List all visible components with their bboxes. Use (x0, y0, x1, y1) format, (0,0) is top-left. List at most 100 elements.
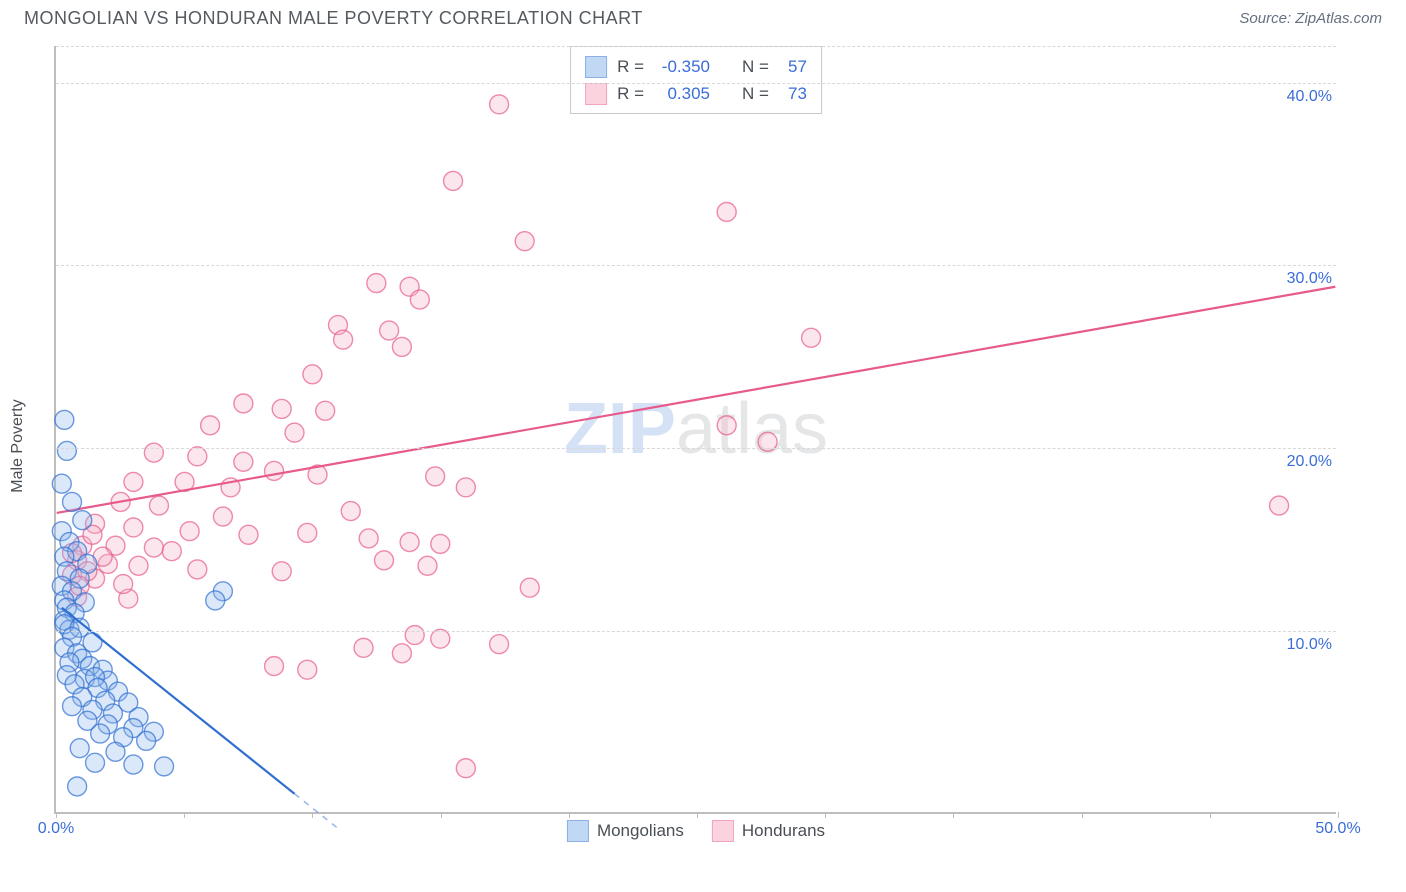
n-label: N = (742, 80, 769, 107)
scatter-point (63, 492, 82, 511)
scatter-point (239, 525, 258, 544)
scatter-point (265, 461, 284, 480)
scatter-point (180, 522, 199, 541)
scatter-point (456, 478, 475, 497)
scatter-point (367, 274, 386, 293)
scatter-point (149, 496, 168, 515)
scatter-point (206, 591, 225, 610)
scatter-point (431, 534, 450, 553)
series-legend-item: Hondurans (712, 820, 825, 842)
scatter-point (456, 759, 475, 778)
scatter-point (63, 697, 82, 716)
scatter-point (717, 416, 736, 435)
r-value: 0.305 (654, 80, 710, 107)
scatter-point (57, 441, 76, 460)
legend-swatch (585, 56, 607, 78)
scatter-point (380, 321, 399, 340)
legend-swatch (712, 820, 734, 842)
series-legend-item: Mongolians (567, 820, 684, 842)
scatter-point (86, 753, 105, 772)
scatter-point (68, 777, 87, 796)
correlation-legend: R =-0.350N =57R =0.305N =73 (570, 46, 822, 114)
x-tick-mark (312, 812, 313, 818)
chart-title: MONGOLIAN VS HONDURAN MALE POVERTY CORRE… (24, 8, 643, 29)
scatter-point (520, 578, 539, 597)
scatter-point (515, 232, 534, 251)
n-label: N = (742, 53, 769, 80)
scatter-point (426, 467, 445, 486)
n-value: 57 (779, 53, 807, 80)
x-tick-mark (184, 812, 185, 818)
scatter-point (392, 644, 411, 663)
r-label: R = (617, 53, 644, 80)
y-axis-label: Male Poverty (9, 399, 27, 492)
scatter-point (405, 626, 424, 645)
scatter-point (1270, 496, 1289, 515)
scatter-point (375, 551, 394, 570)
scatter-point (144, 538, 163, 557)
x-tick-mark (1210, 812, 1211, 818)
scatter-point (234, 452, 253, 471)
scatter-point (114, 575, 133, 594)
scatter-point (418, 556, 437, 575)
header: MONGOLIAN VS HONDURAN MALE POVERTY CORRE… (0, 0, 1406, 33)
scatter-point (444, 171, 463, 190)
scatter-svg (56, 46, 1336, 812)
series-legend-label: Hondurans (742, 821, 825, 841)
gridline-horizontal (56, 46, 1336, 47)
scatter-point (124, 518, 143, 537)
gridline-horizontal (56, 265, 1336, 266)
gridline-horizontal (56, 83, 1336, 84)
y-tick-label: 40.0% (1287, 88, 1332, 106)
scatter-point (137, 731, 156, 750)
scatter-point (73, 511, 92, 530)
x-tick-mark (697, 812, 698, 818)
y-tick-label: 30.0% (1287, 270, 1332, 288)
scatter-point (272, 562, 291, 581)
x-tick-label: 0.0% (38, 820, 74, 838)
trend-line-dashed (295, 794, 338, 829)
scatter-point (188, 560, 207, 579)
x-tick-mark (1338, 812, 1339, 818)
scatter-point (410, 290, 429, 309)
x-tick-mark (1082, 812, 1083, 818)
scatter-point (162, 542, 181, 561)
x-tick-mark (569, 812, 570, 818)
x-tick-mark (953, 812, 954, 818)
scatter-point (129, 556, 148, 575)
scatter-point (490, 95, 509, 114)
scatter-point (298, 660, 317, 679)
scatter-point (155, 757, 174, 776)
scatter-point (52, 474, 71, 493)
series-legend: Mongolians Hondurans (567, 820, 825, 842)
source-attribution: Source: ZipAtlas.com (1239, 10, 1382, 27)
legend-swatch (567, 820, 589, 842)
scatter-point (91, 724, 110, 743)
x-tick-mark (441, 812, 442, 818)
scatter-point (303, 365, 322, 384)
scatter-point (70, 739, 89, 758)
scatter-point (490, 635, 509, 654)
x-tick-label: 50.0% (1315, 820, 1360, 838)
scatter-point (272, 399, 291, 418)
legend-swatch (585, 83, 607, 105)
scatter-point (354, 638, 373, 657)
chart-plot-area: ZIPatlas R =-0.350N =57R =0.305N =73 Mon… (54, 46, 1336, 814)
r-value: -0.350 (654, 53, 710, 80)
scatter-point (144, 443, 163, 462)
y-tick-label: 10.0% (1287, 636, 1332, 654)
y-tick-label: 20.0% (1287, 453, 1332, 471)
scatter-point (298, 523, 317, 542)
x-tick-mark (825, 812, 826, 818)
scatter-point (717, 202, 736, 221)
gridline-horizontal (56, 631, 1336, 632)
scatter-point (55, 410, 74, 429)
scatter-point (400, 533, 419, 552)
scatter-point (359, 529, 378, 548)
gridline-horizontal (56, 448, 1336, 449)
scatter-point (392, 337, 411, 356)
scatter-point (188, 447, 207, 466)
correlation-legend-row: R =0.305N =73 (585, 80, 807, 107)
scatter-point (106, 742, 125, 761)
scatter-point (802, 328, 821, 347)
